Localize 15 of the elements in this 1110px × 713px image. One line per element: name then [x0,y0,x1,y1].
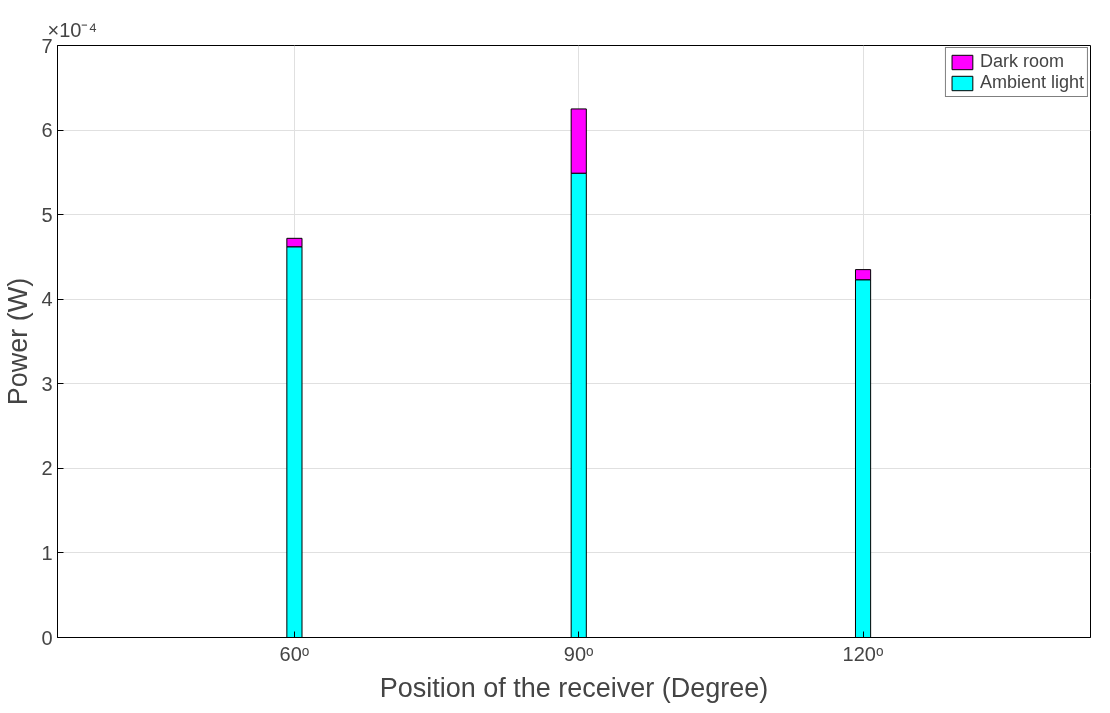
legend-label: Dark room [979,51,1064,72]
legend-label: Ambient light [979,72,1084,93]
y-tick-label: 3 [41,372,53,395]
y-tick-label: 5 [41,203,53,226]
y-tick-label: 6 [41,119,53,142]
x-axis-title: Position of the receiver (Degree) [379,672,769,703]
y-tick-label: 1 [41,541,53,564]
y-axis-title: Power (W) [3,277,34,406]
x-tick-label: 120ᵒ [842,642,884,665]
y-tick-label: 7 [41,34,53,57]
x-tick-label: 60ᵒ [279,642,310,665]
y-tick-label: 2 [41,457,53,480]
y-tick-label: 4 [41,288,53,311]
y-tick-label: 0 [41,626,53,649]
x-tick-label: 90ᵒ [563,642,594,665]
